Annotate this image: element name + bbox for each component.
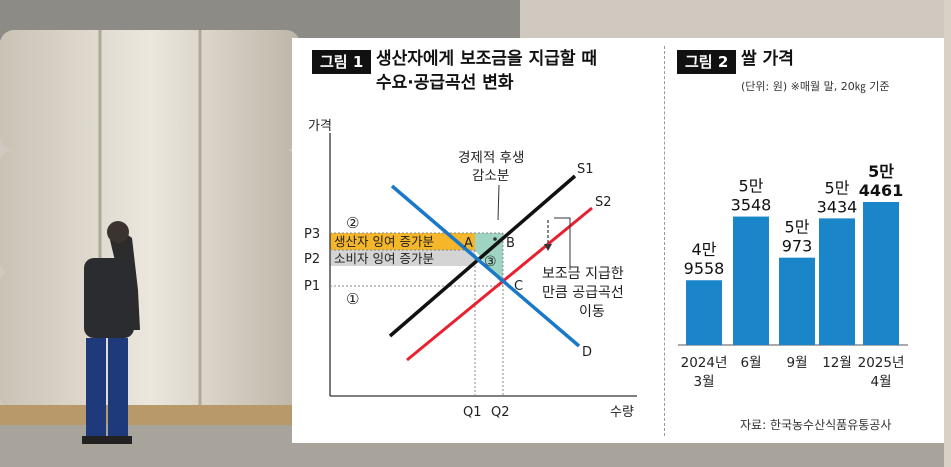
s2-label: S2 xyxy=(595,195,612,210)
bar-value-label-2: 5만 xyxy=(739,177,764,196)
producer-surplus-area xyxy=(330,233,475,250)
y-axis-label: 가격 xyxy=(308,119,332,134)
bar-category-label-4: 12월 xyxy=(822,355,852,371)
bar-category-label-5: 2025년 xyxy=(858,355,905,371)
bar-3 xyxy=(779,257,815,345)
s2-curve xyxy=(406,206,593,362)
shift-label-line3: 이동 xyxy=(579,304,605,320)
figure1-tag: 그림 1 xyxy=(312,50,372,74)
shift-arrow-head xyxy=(544,244,552,251)
shift-label-line2: 만큼 공급곡선 xyxy=(542,285,624,301)
bar-category-label-1: 3월 xyxy=(693,374,714,390)
deadweight-label-line2: 감소분 xyxy=(472,168,509,184)
p1-label: P1 xyxy=(304,279,320,294)
region-2-label: ② xyxy=(346,214,359,232)
x-axis-label: 수량 xyxy=(610,405,634,420)
bar-4 xyxy=(819,218,855,345)
demand-curve xyxy=(390,184,581,348)
q1-label: Q1 xyxy=(463,405,482,420)
figure1-title-line2: 수요·공급곡선 변화 xyxy=(376,73,514,93)
consumer-surplus-label: 소비자 잉여 증가분 xyxy=(334,251,434,266)
bar-value-label-5: 5만 xyxy=(868,162,894,181)
bar-value-label-5: 4461 xyxy=(859,181,904,200)
point-b-label: B xyxy=(506,236,515,251)
point-marker xyxy=(493,237,497,241)
point-c-label: C xyxy=(514,279,523,294)
s1-curve xyxy=(388,174,577,338)
bar-value-label-2: 3548 xyxy=(731,196,772,215)
demand-label: D xyxy=(582,345,592,360)
figure2-unit-note: (단위: 원) ※매월 말, 20㎏ 기준 xyxy=(741,80,890,93)
bar-value-label-3: 973 xyxy=(782,237,813,256)
bar-category-label-1: 2024년 xyxy=(681,355,728,371)
deadweight-pointer xyxy=(497,184,500,221)
s1-label: S1 xyxy=(577,162,594,177)
deadweight-label-line1: 경제적 후생 xyxy=(458,150,524,166)
panel-divider xyxy=(664,46,665,436)
bar-value-label-4: 3434 xyxy=(817,197,858,216)
bar-value-label-3: 5만 xyxy=(785,218,810,237)
bar-category-label-3: 9월 xyxy=(786,355,807,371)
figure1-title-line1: 생산자에게 보조금을 지급할 때 xyxy=(376,49,598,69)
point-a-label: A xyxy=(464,236,473,251)
figure2-title: 쌀 가격 xyxy=(741,49,794,69)
shift-label-line1: 보조금 지급한 xyxy=(542,266,624,282)
q2-label: Q2 xyxy=(491,405,510,420)
bar-category-label-2: 6월 xyxy=(740,355,761,371)
figure2-source: 자료: 한국농수산식품유통공사 xyxy=(740,418,892,432)
p2-label: P2 xyxy=(304,252,320,267)
bar-category-label-5: 4월 xyxy=(870,374,891,390)
p3-label: P3 xyxy=(304,227,320,242)
region-1-label: ① xyxy=(346,290,359,308)
bar-1 xyxy=(686,280,722,345)
consumer-surplus-area xyxy=(330,250,475,266)
bar-5 xyxy=(863,202,899,345)
figure2-tag: 그림 2 xyxy=(677,50,737,74)
region-3-label: ③ xyxy=(484,254,497,270)
producer-surplus-label: 생산자 잉여 증가분 xyxy=(334,234,434,249)
rice-price-bar-chart: 4만95582024년3월5만35486월5만9739월5만343412월5만4… xyxy=(678,162,908,390)
bar-value-label-1: 9558 xyxy=(684,259,725,278)
shift-bracket xyxy=(554,217,571,270)
bar-value-label-4: 5만 xyxy=(825,178,850,197)
bar-value-label-1: 4만 xyxy=(692,240,717,259)
bar-2 xyxy=(733,216,769,345)
